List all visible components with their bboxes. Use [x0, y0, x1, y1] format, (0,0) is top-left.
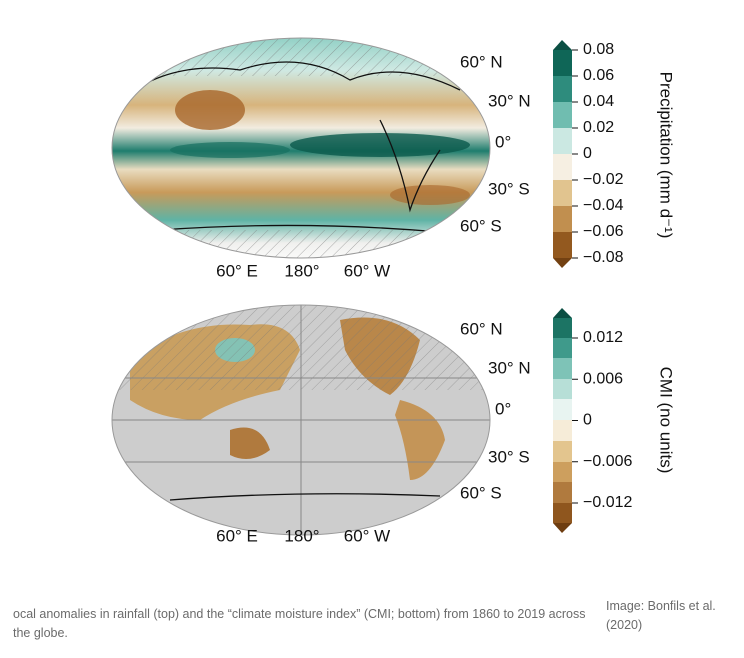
cmi-map — [112, 305, 490, 535]
lat-label: 60° S — [460, 216, 502, 235]
colorbar-label: Precipitation (mm d⁻¹) — [657, 72, 676, 239]
figure: 60° N 30° N 0° 30° S 60° S 60° E 180° 60… — [111, 37, 676, 545]
colorbar-tick-label: 0.012 — [583, 329, 623, 346]
lon-label: 60° W — [344, 261, 390, 280]
image-credit: Image: Bonfils et al. (2020) — [606, 599, 716, 632]
lat-label: 60° N — [460, 319, 503, 338]
lat-label: 60° S — [460, 483, 502, 502]
colorbar-tick-label: 0.02 — [583, 119, 614, 136]
lat-label: 60° N — [460, 52, 503, 71]
colorbar-tick-label: 0.06 — [583, 67, 614, 84]
lat-label: 0° — [495, 132, 511, 151]
cmi-colorbar — [553, 308, 572, 533]
map-outline — [111, 304, 491, 536]
colorbar-tick-label: 0 — [583, 412, 592, 429]
precipitation-map — [112, 38, 490, 258]
lon-label: 180° — [284, 526, 319, 545]
lon-label: 60° E — [216, 261, 258, 280]
lat-label: 30° N — [488, 91, 531, 110]
map-outline — [111, 37, 491, 259]
colorbar-tick-label: 0.04 — [583, 93, 614, 110]
lat-label: 30° S — [488, 179, 530, 198]
colorbar-tick-label: −0.04 — [583, 197, 624, 214]
lat-label: 30° N — [488, 358, 531, 377]
lat-label: 30° S — [488, 447, 530, 466]
colorbar-label: CMI (no units) — [657, 367, 676, 474]
lon-label: 180° — [284, 261, 319, 280]
colorbar-tick-label: 0 — [583, 145, 592, 162]
colorbar-tick-label: −0.06 — [583, 223, 624, 240]
lon-label: 60° E — [216, 526, 258, 545]
colorbar-tick-label: −0.012 — [583, 494, 632, 511]
colorbar-tick-label: −0.02 — [583, 171, 624, 188]
colorbar-tick-label: −0.006 — [583, 453, 632, 470]
colorbar-tick-label: 0.006 — [583, 370, 623, 387]
colorbar-tick-label: −0.08 — [583, 249, 624, 266]
caption: ocal anomalies in rainfall (top) and the… — [13, 607, 586, 640]
colorbar-tick-label: 0.08 — [583, 41, 614, 58]
lon-label: 60° W — [344, 526, 390, 545]
lat-label: 0° — [495, 399, 511, 418]
precipitation-colorbar — [553, 40, 572, 268]
